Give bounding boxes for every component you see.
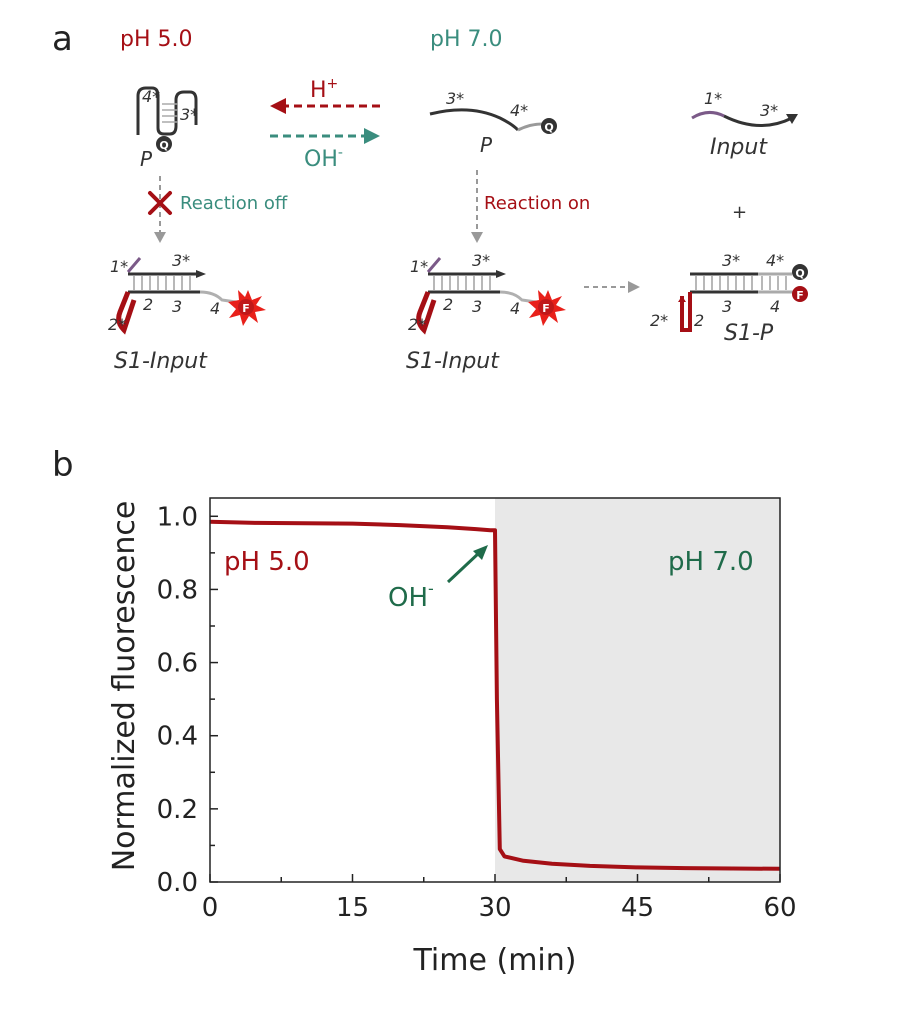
y-tick-label: 0.8 <box>157 575 198 605</box>
quencher-icon <box>156 136 172 152</box>
x-tick-label: 0 <box>202 893 219 923</box>
y-tick-label: 0.0 <box>157 868 198 898</box>
x-tick-label: 45 <box>621 893 654 923</box>
panel-b-label: b <box>52 445 74 485</box>
strand-end-arrow-icon <box>786 114 798 124</box>
svg-text:2*: 2* <box>650 311 668 330</box>
fluorophore-icon: F <box>528 290 566 326</box>
svg-text:F: F <box>242 302 250 315</box>
quencher-icon <box>792 264 808 280</box>
svg-text:1*: 1* <box>410 257 428 276</box>
y-tick-label: 0.2 <box>157 795 198 825</box>
reaction-on: Reaction on <box>471 170 590 243</box>
svg-text:P: P <box>480 133 493 157</box>
arrow-up-right-icon <box>473 545 488 560</box>
svg-text:Q: Q <box>795 267 804 280</box>
reaction-on-label: Reaction on <box>484 193 590 214</box>
s1-input-label: S1-Input <box>406 349 500 374</box>
annotation-oh: OH- <box>388 579 434 613</box>
plus-sign: + <box>732 202 747 223</box>
quencher-label: Q <box>159 139 168 152</box>
panel-a-label: a <box>52 19 73 59</box>
svg-text:4: 4 <box>510 299 520 318</box>
svg-text:2*: 2* <box>108 315 126 334</box>
reaction-off-label: Reaction off <box>180 193 288 214</box>
arrow-right-icon <box>628 281 640 293</box>
s1-input-label: S1-Input <box>114 349 208 374</box>
annotation-ph-high: pH 7.0 <box>668 547 754 577</box>
svg-text:4*: 4* <box>766 251 784 270</box>
svg-text:3*: 3* <box>760 101 778 120</box>
quencher-icon <box>541 118 557 134</box>
x-axis-label: Time (min) <box>413 943 577 978</box>
svg-text:F: F <box>542 302 550 315</box>
svg-text:4*: 4* <box>510 101 528 120</box>
fluorophore-icon <box>792 286 808 302</box>
axis-ticks <box>209 515 781 883</box>
svg-text:2: 2 <box>143 295 153 314</box>
input-strand: 1* 3* Input <box>691 89 798 160</box>
probe-p-label: P <box>140 147 153 171</box>
svg-text:3*: 3* <box>472 251 490 270</box>
x-tick-label: 30 <box>478 893 511 923</box>
series-line <box>209 519 781 871</box>
svg-text:4: 4 <box>210 299 220 318</box>
arrow-left-icon <box>270 98 286 114</box>
y-tick-label: 1.0 <box>157 502 198 532</box>
fluorophore-icon: F <box>228 290 266 326</box>
input-label: Input <box>710 135 768 160</box>
svg-text:3: 3 <box>172 297 182 316</box>
svg-text:2: 2 <box>443 295 453 314</box>
s1-input-complex-left: F 1* 3* 2 3 4 2* S1-Input <box>108 251 266 374</box>
ph-low-title: pH 5.0 <box>120 27 193 52</box>
reaction-off: Reaction off <box>148 176 288 243</box>
svg-text:2*: 2* <box>408 315 426 334</box>
svg-text:Q: Q <box>544 121 553 134</box>
h-plus-label: H+ <box>310 76 338 103</box>
panel-a: a pH 5.0 pH 7.0 Q 4* 3* P H+ OH- Q <box>52 19 808 374</box>
arrow-to-s1p <box>584 281 640 293</box>
svg-text:3: 3 <box>472 297 482 316</box>
y-axis-label: Normalized fluorescence <box>107 501 142 872</box>
svg-text:1*: 1* <box>110 257 128 276</box>
panel-b: b 0 15 30 45 60 0.0 0.2 0.4 0.6 0.8 1.0 Time (min)… <box>52 445 797 978</box>
svg-text:4: 4 <box>770 297 780 316</box>
shaded-region-ph7 <box>495 498 780 882</box>
annotation-oh-arrow <box>446 550 482 584</box>
plot-frame <box>209 497 781 883</box>
svg-text:3*: 3* <box>722 251 740 270</box>
blocked-icon <box>148 191 172 215</box>
s1-input-complex-middle: F 1* 3* 2 3 4 2* S1-Input <box>406 251 566 374</box>
svg-text:3: 3 <box>722 297 732 316</box>
oh-minus-label: OH- <box>304 145 343 172</box>
domain-3s-label: 3* <box>180 105 198 124</box>
svg-text:2: 2 <box>694 311 704 330</box>
folded-probe-p: Q 4* 3* P <box>136 86 198 171</box>
domain-4s-label: 4* <box>142 87 160 106</box>
linear-probe-p: Q 3* 4* P <box>429 89 557 157</box>
svg-text:3*: 3* <box>172 251 190 270</box>
axis-tick-labels: 0 15 30 45 60 0.0 0.2 0.4 0.6 0.8 1.0 <box>157 502 797 923</box>
ph-high-title: pH 7.0 <box>430 27 503 52</box>
ph-switch-arrows: H+ OH- <box>270 76 380 172</box>
svg-text:3*: 3* <box>446 89 464 108</box>
svg-text:F: F <box>796 289 804 302</box>
arrow-down-icon <box>471 232 483 243</box>
x-tick-label: 15 <box>336 893 369 923</box>
annotation-ph-low: pH 5.0 <box>224 547 310 577</box>
arrow-down-icon <box>154 232 166 243</box>
y-tick-label: 0.6 <box>157 649 198 679</box>
svg-text:1*: 1* <box>704 89 722 108</box>
y-tick-label: 0.4 <box>157 722 198 752</box>
s1-p-complex: Q F 3* 4* 3 4 2* 2 S1-P <box>650 251 808 346</box>
arrow-right-icon <box>364 128 380 144</box>
x-tick-label: 60 <box>763 893 796 923</box>
s1-p-label: S1-P <box>724 321 774 346</box>
